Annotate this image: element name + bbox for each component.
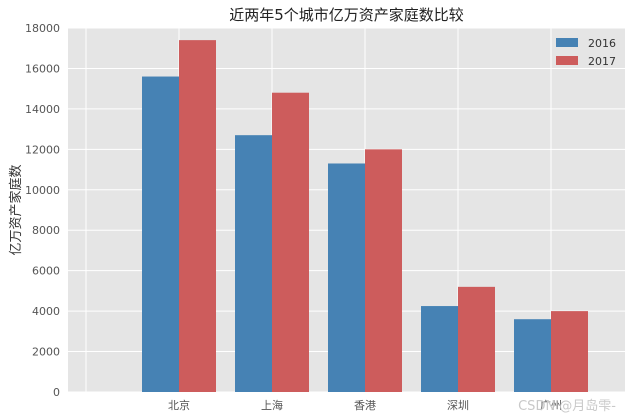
y-tick-label: 0 — [53, 386, 60, 399]
y-axis-label: 亿万资产家庭数 — [8, 164, 24, 255]
x-tick-label: 上海 — [261, 398, 283, 412]
y-tick-label: 12000 — [25, 143, 60, 156]
y-tick-label: 4000 — [32, 305, 60, 318]
x-tick-label: 深圳 — [447, 399, 469, 412]
bar-2017-广州 — [551, 311, 588, 392]
legend-swatch-2017 — [556, 56, 578, 65]
x-tick-label: 北京 — [168, 398, 190, 412]
x-tick-label: 广州 — [540, 399, 562, 412]
x-tick-label: 香港 — [354, 399, 376, 412]
x-tick-labels: 北京 上海 香港 深圳 广州 — [168, 398, 562, 412]
legend: 2016 2017 — [556, 37, 616, 68]
bar-2017-上海 — [272, 92, 309, 392]
legend-label-2016: 2016 — [588, 37, 616, 50]
y-tick-label: 10000 — [25, 184, 60, 197]
watermark: CSDN @月岛雫- — [518, 399, 616, 414]
bar-2017-北京 — [179, 40, 216, 393]
bar-2016-深圳 — [421, 306, 458, 392]
y-tick-label: 8000 — [32, 224, 60, 237]
bar-2016-香港 — [328, 163, 365, 392]
y-tick-label: 18000 — [25, 22, 60, 35]
y-tick-label: 2000 — [32, 346, 60, 359]
bar-2016-上海 — [235, 135, 272, 392]
legend-label-2017: 2017 — [588, 55, 616, 68]
y-tick-labels: 0 2000 4000 6000 8000 10000 12000 14000 16000 180… — [25, 22, 60, 399]
y-tick-label: 6000 — [32, 265, 60, 278]
bar-2016-北京 — [142, 76, 179, 393]
y-tick-label: 14000 — [25, 103, 60, 116]
bars — [142, 40, 588, 393]
bar-2017-深圳 — [458, 286, 495, 392]
legend-swatch-2016 — [556, 38, 578, 47]
bar-2016-广州 — [514, 319, 551, 392]
chart-title: 近两年5个城市亿万资产家庭数比较 — [229, 6, 464, 24]
bar-2017-香港 — [365, 149, 402, 392]
y-tick-label: 16000 — [25, 62, 60, 75]
